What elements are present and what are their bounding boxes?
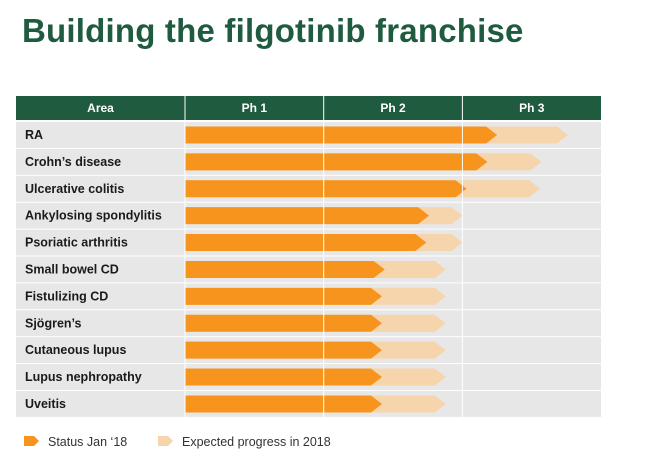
header-ph-3: Ph 3 [519,101,545,115]
page-title: Building the filgotinib franchise [22,12,524,49]
row-label: Small bowel CD [25,263,119,277]
status-bar [185,314,382,332]
status-bar [185,153,488,171]
row-label: Crohn’s disease [25,155,121,169]
legend-expected-label: Expected progress in 2018 [182,435,331,449]
status-bar [185,341,382,359]
legend-expected-swatch [158,436,173,446]
header-ph-1: Ph 1 [242,101,268,115]
status-bar [185,180,467,198]
row-label: Fistulizing CD [25,289,108,303]
header-ph-2: Ph 2 [380,101,406,115]
status-bar [185,368,382,386]
row-label: Ulcerative colitis [25,182,124,196]
row-label: Ankylosing spondylitis [25,209,162,223]
status-bar [185,207,430,225]
header-bar [16,96,601,120]
row-label: Sjögren’s [25,316,82,330]
status-bar [185,260,385,278]
legend-status-label: Status Jan ‘18 [48,435,127,449]
row-label: Lupus nephropathy [25,370,142,384]
status-bar [185,234,427,252]
row-label: Uveitis [25,397,66,411]
header-area: Area [87,101,114,115]
row-label: Cutaneous lupus [25,343,126,357]
status-bar [185,126,498,144]
status-bar [185,287,382,305]
legend-status-swatch [24,436,39,446]
row-label: Psoriatic arthritis [25,236,128,250]
row-label: RA [25,128,43,142]
status-bar [185,395,382,413]
